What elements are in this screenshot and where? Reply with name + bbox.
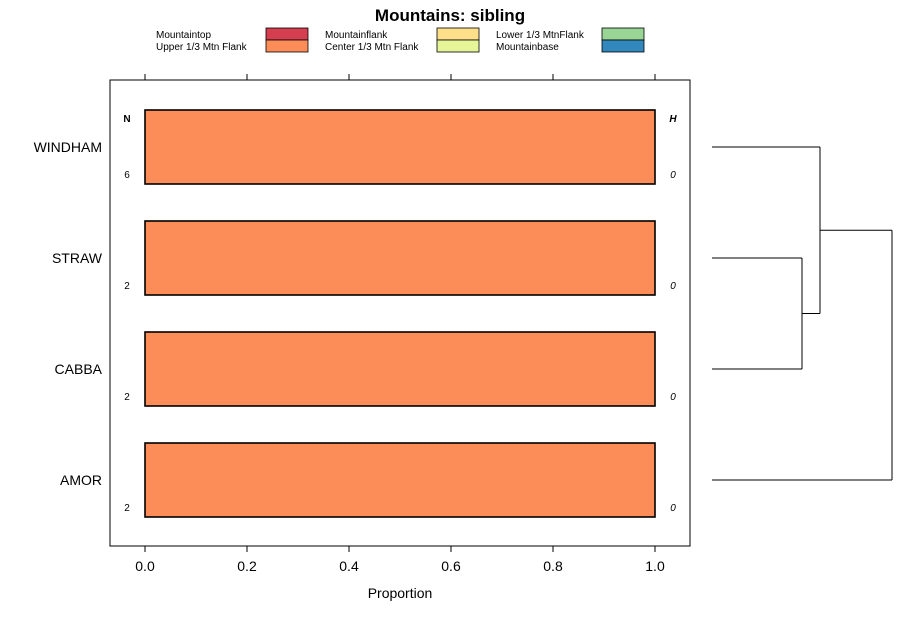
category-label: CABBA [55,361,103,377]
chart-title: Mountains: sibling [375,6,525,25]
row-annotations: N H 6 0 2 0 2 0 2 0 [123,114,677,514]
legend-label: Center 1/3 Mtn Flank [325,42,419,53]
bars [144,109,656,518]
x-axis: 0.0 0.2 0.4 0.6 0.8 1.0 [135,74,665,574]
bar-segment [144,220,656,296]
legend-swatch [436,27,480,41]
legend-swatch [265,39,309,53]
category-label: STRAW [52,250,103,266]
bar-segment [144,331,656,407]
legend-swatch [601,39,645,53]
legend-label: Mountainbase [496,42,559,53]
h-value: 0 [670,281,676,292]
legend-swatch [265,27,309,41]
bar-segment [144,442,656,518]
plot-frame [109,79,691,547]
x-tick-label: 0.0 [135,558,155,574]
category-label: AMOR [60,472,102,488]
legend-item: Lower 1/3 MtnFlank [496,27,645,41]
dendrogram [712,146,893,481]
category-label: WINDHAM [34,139,102,155]
x-tick-label: 0.4 [339,558,359,574]
x-tick-label: 0.2 [237,558,257,574]
n-value: 2 [124,503,130,514]
h-value: 0 [670,503,676,514]
h-header: H [669,114,677,125]
legend-item: Mountainflank [325,27,480,41]
legend-label: Upper 1/3 Mtn Flank [156,42,248,53]
legend-item: Center 1/3 Mtn Flank [325,39,480,53]
legend-label: Lower 1/3 MtnFlank [496,30,585,41]
legend-label: Mountainflank [325,30,388,41]
category-labels: WINDHAM STRAW CABBA AMOR [34,139,103,488]
x-axis-title: Proportion [368,585,433,601]
n-value: 2 [124,281,130,292]
h-value: 0 [670,392,676,403]
h-value: 0 [670,170,676,181]
n-header: N [123,114,130,125]
bar-segment [144,109,656,185]
legend-item: Upper 1/3 Mtn Flank [156,39,309,53]
x-tick-label: 0.8 [543,558,563,574]
legend-item: Mountainbase [496,39,645,53]
legend-label: Mountaintop [156,30,211,41]
legend-swatch [436,39,480,53]
x-tick-label: 0.6 [441,558,461,574]
legend-swatch [601,27,645,41]
n-value: 2 [124,392,130,403]
legend-item: Mountaintop [156,27,309,41]
n-value: 6 [124,170,130,181]
x-tick-label: 1.0 [645,558,665,574]
